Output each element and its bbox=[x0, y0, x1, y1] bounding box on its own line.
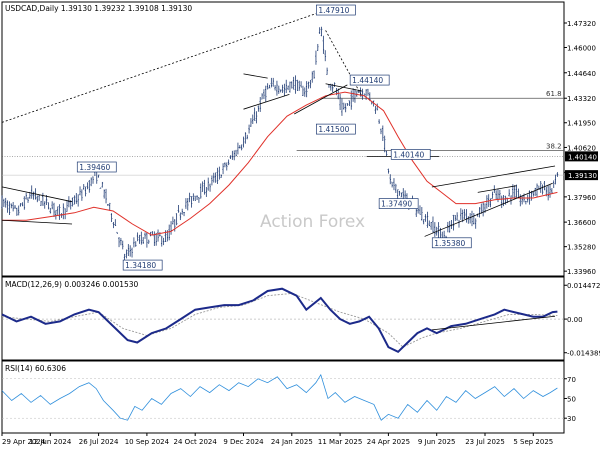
price-axis-tick-label: 1.46000 bbox=[567, 45, 596, 53]
current-price-box bbox=[565, 170, 598, 181]
macd-panel: 0.014472 0.00 -0.014389 MACD(12,26,9) 0.003… bbox=[1, 276, 600, 361]
annotation-label: 1.37490 bbox=[381, 200, 412, 209]
price-axis-tick-label: 1.36600 bbox=[567, 219, 596, 227]
macd-axis-tick-label: -0.014389 bbox=[567, 350, 600, 358]
macd-axis-tick-label: 0.014472 bbox=[567, 282, 600, 290]
x-axis-label: 11 Mar 2025 bbox=[318, 438, 362, 446]
trendline bbox=[431, 165, 556, 188]
rsi-panel: 70 50 30 RSI(14) 60.6306 bbox=[1, 360, 576, 434]
annotation-label: 1.34180 bbox=[125, 261, 156, 270]
x-axis-label: 24 Jan 2025 bbox=[271, 438, 313, 446]
x-axis-label: 12 Jun 2024 bbox=[29, 438, 72, 446]
watermark: Action Forex bbox=[260, 212, 365, 232]
macd-axis-tick-label: 0.00 bbox=[567, 316, 583, 324]
annotation-label: 1.35380 bbox=[434, 239, 465, 248]
trendline bbox=[1, 186, 73, 203]
price-axis-tick-label: 1.44640 bbox=[567, 70, 596, 78]
x-axis-label: 29 Apr 2024 bbox=[2, 438, 46, 446]
trendline bbox=[1, 219, 73, 225]
annotation-box bbox=[76, 161, 117, 173]
panel-border bbox=[1, 360, 565, 434]
annotation-box bbox=[349, 74, 390, 86]
moving-average-line bbox=[2, 91, 558, 236]
macd-title: MACD(12,26,9) 0.003246 0.001530 bbox=[5, 280, 139, 289]
trendline bbox=[477, 185, 517, 193]
trendline bbox=[325, 30, 363, 97]
price-axis-tick-label: 1.43320 bbox=[567, 95, 596, 103]
price-panel: 61.8 38.2 Action Forex 1.47910 1.39460 1.3418… bbox=[1, 1, 598, 277]
annotation-box bbox=[390, 149, 431, 160]
annotation-label: 1.41500 bbox=[318, 125, 349, 134]
rsi-axis-tick-label: 50 bbox=[567, 395, 576, 403]
annotation-box bbox=[378, 198, 419, 209]
macd-line bbox=[1, 287, 558, 354]
level-marker-box bbox=[565, 151, 598, 162]
macd-trendline bbox=[431, 315, 556, 331]
annotation-box bbox=[316, 4, 356, 16]
current-price-label: 1.39130 bbox=[568, 172, 597, 180]
annotation-label: 1.40140 bbox=[393, 150, 424, 159]
trendline bbox=[243, 93, 290, 110]
trendline bbox=[243, 73, 268, 79]
x-axis-label: 24 Oct 2024 bbox=[174, 438, 218, 446]
panel-border bbox=[1, 1, 565, 277]
annotation-box bbox=[431, 237, 472, 249]
trendline bbox=[294, 84, 348, 115]
x-axis-label: 9 Dec 2024 bbox=[223, 438, 264, 446]
price-axis-tick-label: 1.35280 bbox=[567, 244, 596, 252]
x-axis-label: 9 Jun 2025 bbox=[418, 438, 456, 446]
annotation-label: 1.44140 bbox=[352, 76, 383, 85]
price-title: USDCAD,Daily 1.39130 1.39232 1.39108 1.3… bbox=[5, 4, 192, 13]
rsi-axis-tick-label: 30 bbox=[567, 415, 576, 423]
annotation-box bbox=[316, 123, 356, 135]
rsi-title: RSI(14) 60.6306 bbox=[5, 364, 66, 373]
panel-border bbox=[1, 276, 565, 361]
price-axis-tick-label: 1.41950 bbox=[567, 120, 596, 128]
rsi-line bbox=[1, 373, 558, 421]
fib-level-label: 38.2 bbox=[546, 143, 562, 151]
price-axis-tick-label: 1.33960 bbox=[567, 268, 596, 276]
annotation-box bbox=[122, 259, 163, 271]
annotation-label: 1.47910 bbox=[318, 6, 349, 15]
x-axis-label: 5 Sep 2025 bbox=[513, 438, 553, 446]
annotation-label: 1.39460 bbox=[79, 163, 110, 172]
trendline bbox=[424, 182, 553, 237]
level-marker-label: 1.40140 bbox=[568, 153, 597, 161]
price-axis-tick-label: 1.47320 bbox=[567, 20, 596, 28]
x-axis-label: 26 Jul 2024 bbox=[79, 438, 119, 446]
price-axis-tick-label: 1.37960 bbox=[567, 194, 596, 202]
x-axis-label: 10 Sep 2024 bbox=[125, 438, 170, 446]
fib-level-label: 61.8 bbox=[546, 90, 562, 98]
x-axis-label: 23 Jul 2025 bbox=[465, 438, 505, 446]
trendline bbox=[325, 83, 362, 92]
price-axis-tick-label: 1.40620 bbox=[567, 144, 596, 152]
x-axis-label: 24 Apr 2025 bbox=[367, 438, 410, 446]
rsi-axis-tick-label: 70 bbox=[567, 376, 576, 384]
